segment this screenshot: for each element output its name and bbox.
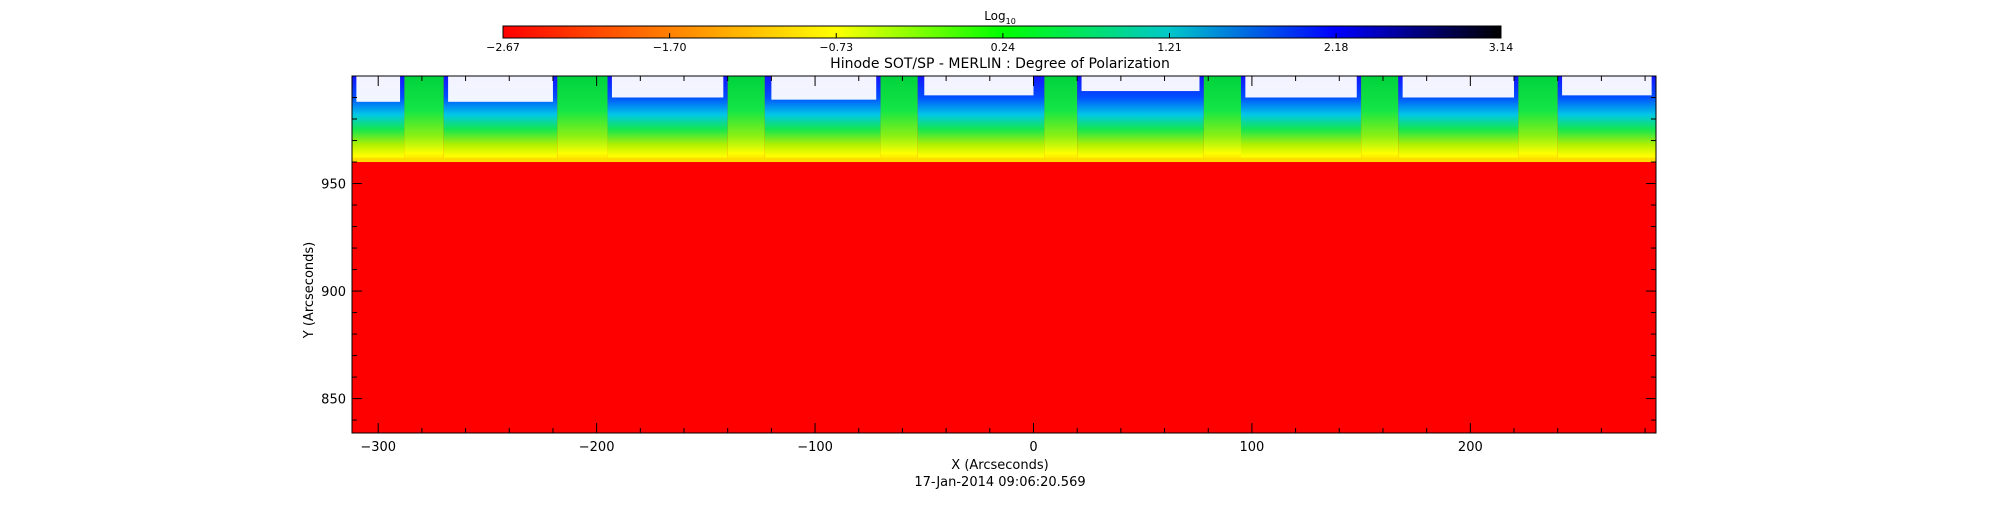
slit-scan-6 (727, 76, 765, 163)
saturated-patch-6 (1081, 76, 1200, 92)
y-tick-label: 850 (321, 393, 346, 408)
slit-scan-8 (880, 76, 918, 163)
slit-scan-14 (1361, 76, 1399, 163)
saturated-patch-4 (771, 76, 877, 100)
colorbar-label-subscript: 10 (1006, 17, 1016, 26)
colorbar: Log10 −2.67 −1.70 −0.73 0.24 1.21 2.18 3.14 (486, 9, 1513, 54)
slit-scan-10 (1044, 76, 1078, 163)
limb-edge (352, 158, 1656, 163)
colorbar-tick-label: 3.14 (1489, 41, 1514, 54)
slit-scan-4 (557, 76, 608, 163)
colorbar-scale (502, 25, 1502, 39)
saturated-patch-7 (1245, 76, 1357, 98)
saturated-patch-2 (448, 76, 553, 102)
slit-scan-2 (404, 76, 444, 163)
slit-scan-16 (1518, 76, 1558, 163)
x-tick-label: 0 (1029, 440, 1037, 455)
colorbar-tick-label: −1.70 (653, 41, 687, 54)
x-axis-label: X (Arcseconds) (951, 458, 1048, 473)
colorbar-tick-label: −2.67 (486, 41, 520, 54)
colorbar-tick-label: 1.21 (1157, 41, 1182, 54)
slit-scan-12 (1203, 76, 1241, 163)
saturated-patches (356, 76, 1652, 102)
x-tick-label: −100 (797, 440, 833, 455)
timestamp: 17-Jan-2014 09:06:20.569 (914, 475, 1085, 490)
saturated-patch-8 (1402, 76, 1515, 98)
x-tick-label: 200 (1458, 440, 1483, 455)
chart-title: Hinode SOT/SP - MERLIN : Degree of Polar… (830, 56, 1170, 72)
x-tick-label: −300 (360, 440, 396, 455)
x-tick-label: −200 (579, 440, 615, 455)
y-tick-label: 950 (321, 178, 346, 193)
saturated-patch-5 (924, 76, 1034, 96)
saturated-patch-3 (611, 76, 724, 98)
y-axis-label: Y (Arcseconds) (302, 242, 317, 339)
saturated-patch-9 (1562, 76, 1652, 96)
colorbar-label: Log10 (984, 9, 1016, 26)
colorbar-tick-label: 0.24 (991, 41, 1016, 54)
x-tick-label: 100 (1239, 440, 1264, 455)
y-tick-label: 900 (321, 285, 346, 300)
colorbar-tick-label: 2.18 (1324, 41, 1349, 54)
plot-frame (351, 75, 1657, 434)
plot-area: −300 −200 −100 0 100 200 850 900 950 (321, 75, 1657, 455)
colorbar-tick-label: −0.73 (819, 41, 853, 54)
